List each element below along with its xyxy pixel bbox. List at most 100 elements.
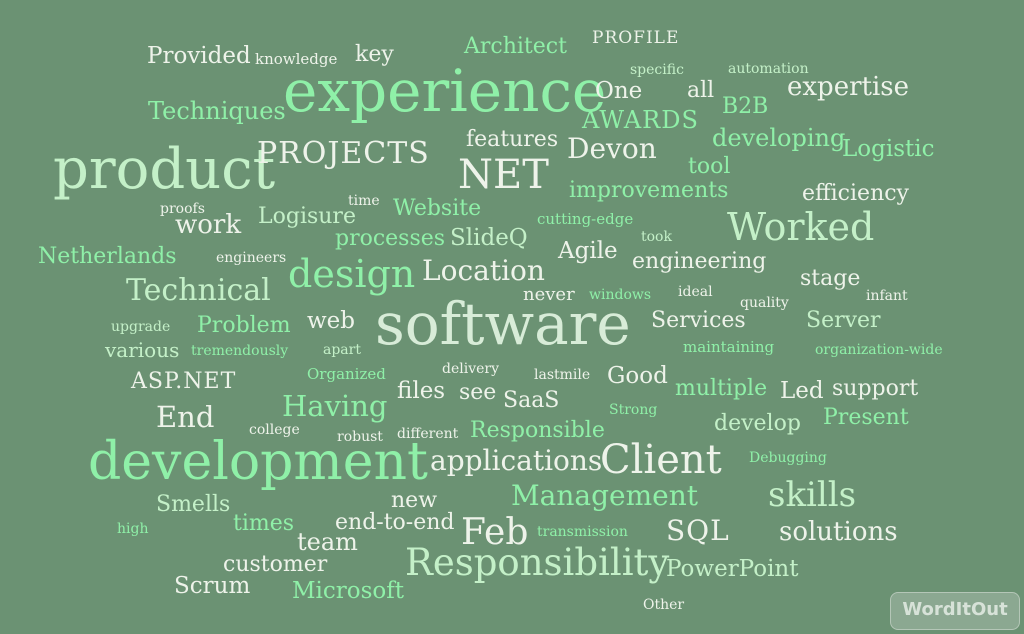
word-experience: experience bbox=[283, 57, 607, 125]
word-strong: Strong bbox=[609, 402, 658, 418]
word-applications: applications bbox=[430, 444, 603, 477]
word-other: Other bbox=[643, 597, 685, 613]
word-see: see bbox=[459, 380, 497, 405]
word-agile: Agile bbox=[558, 238, 618, 264]
word-one: One bbox=[595, 78, 643, 104]
word-end: End bbox=[156, 400, 215, 434]
word-college: college bbox=[249, 422, 300, 438]
word-asp-net: ASP.NET bbox=[131, 369, 237, 394]
word-developing: developing bbox=[712, 124, 846, 152]
word-files: files bbox=[397, 378, 446, 404]
word-b2b: B2B bbox=[722, 94, 769, 119]
word-lastmile: lastmile bbox=[534, 367, 591, 383]
word-times: times bbox=[233, 511, 295, 536]
word-software: software bbox=[375, 290, 631, 358]
word-services: Services bbox=[651, 308, 746, 333]
word-provided: Provided bbox=[147, 43, 251, 69]
word-present: Present bbox=[823, 405, 909, 430]
word-location: Location bbox=[422, 254, 545, 287]
word-engineers: engineers bbox=[216, 250, 287, 266]
word-architect: Architect bbox=[464, 34, 567, 59]
word-delivery: delivery bbox=[442, 361, 499, 377]
word-windows: windows bbox=[589, 287, 652, 303]
word-tremendously: tremendously bbox=[191, 343, 289, 359]
word-tool: tool bbox=[688, 154, 731, 179]
word-having: Having bbox=[282, 389, 388, 423]
word-efficiency: efficiency bbox=[802, 181, 909, 206]
word-server: Server bbox=[806, 308, 881, 333]
word-multiple: multiple bbox=[675, 376, 768, 401]
word-all: all bbox=[687, 78, 715, 103]
word-responsibility: Responsibility bbox=[405, 541, 670, 584]
word-took: took bbox=[641, 229, 672, 245]
word-technical: Technical bbox=[126, 273, 271, 308]
word-solutions: solutions bbox=[779, 517, 898, 547]
word-various: various bbox=[105, 338, 180, 362]
word-upgrade: upgrade bbox=[111, 319, 171, 335]
logo-label: WordItOut bbox=[902, 599, 1008, 620]
word-knowledge: knowledge bbox=[255, 50, 338, 68]
word-new: new bbox=[391, 488, 438, 513]
word-management: Management bbox=[511, 479, 698, 512]
word-key: key bbox=[355, 42, 394, 67]
word-net: NET bbox=[458, 152, 549, 198]
word-profile: PROFILE bbox=[592, 28, 680, 48]
word-saas: SaaS bbox=[503, 388, 560, 413]
word-apart: apart bbox=[323, 342, 361, 358]
word-client: Client bbox=[600, 437, 722, 483]
word-expertise: expertise bbox=[787, 72, 910, 102]
word-automation: automation bbox=[728, 61, 809, 77]
word-problem: Problem bbox=[197, 313, 291, 338]
word-ideal: ideal bbox=[678, 284, 713, 300]
word-robust: robust bbox=[337, 429, 383, 445]
word-customer: customer bbox=[223, 552, 328, 577]
word-scrum: Scrum bbox=[174, 573, 251, 599]
word-projects: PROJECTS bbox=[257, 136, 430, 171]
word-responsible: Responsible bbox=[470, 418, 605, 443]
word-team: team bbox=[297, 528, 358, 556]
word-features: features bbox=[466, 127, 559, 152]
word-awards: AWARDS bbox=[582, 106, 699, 134]
word-time: time bbox=[348, 193, 380, 209]
word-smells: Smells bbox=[156, 492, 231, 517]
word-debugging: Debugging bbox=[749, 450, 827, 466]
word-organized: Organized bbox=[307, 365, 386, 383]
word-led: Led bbox=[780, 378, 824, 404]
word-transmission: transmission bbox=[537, 524, 628, 540]
word-develop: develop bbox=[714, 411, 801, 436]
word-sql: SQL bbox=[666, 514, 730, 547]
word-good: Good bbox=[607, 363, 668, 389]
word-design: design bbox=[288, 252, 416, 296]
word-skills: skills bbox=[768, 475, 857, 515]
word-work: work bbox=[175, 210, 242, 240]
word-worked: Worked bbox=[727, 205, 875, 249]
word-organization-wide: organization-wide bbox=[815, 342, 943, 358]
word-feb: Feb bbox=[461, 512, 529, 553]
word-quality: quality bbox=[740, 295, 789, 311]
word-infant: infant bbox=[866, 288, 908, 304]
worditout-logo[interactable]: WordItOut bbox=[890, 592, 1020, 630]
word-high: high bbox=[117, 521, 149, 537]
word-website: Website bbox=[393, 196, 482, 221]
word-web: web bbox=[307, 308, 356, 334]
word-never: never bbox=[523, 284, 575, 305]
word-support: support bbox=[832, 376, 919, 401]
word-proofs: proofs bbox=[160, 201, 205, 217]
word-logisure: Logisure bbox=[258, 204, 356, 229]
word-improvements: improvements bbox=[569, 178, 729, 203]
word-engineering: engineering bbox=[632, 249, 767, 274]
word-processes: processes bbox=[335, 226, 446, 251]
word-different: different bbox=[397, 426, 459, 442]
word-specific: specific bbox=[630, 62, 684, 78]
word-slideq: SlideQ bbox=[450, 225, 528, 251]
word-microsoft: Microsoft bbox=[292, 578, 405, 604]
word-logistic: Logistic bbox=[842, 136, 935, 162]
word-stage: stage bbox=[800, 266, 861, 291]
word-devon: Devon bbox=[567, 132, 657, 165]
word-cutting-edge: cutting-edge bbox=[537, 210, 634, 228]
word-techniques: Techniques bbox=[148, 97, 286, 125]
word-netherlands: Netherlands bbox=[38, 244, 177, 269]
word-maintaining: maintaining bbox=[683, 338, 775, 356]
word-development: development bbox=[88, 432, 428, 492]
